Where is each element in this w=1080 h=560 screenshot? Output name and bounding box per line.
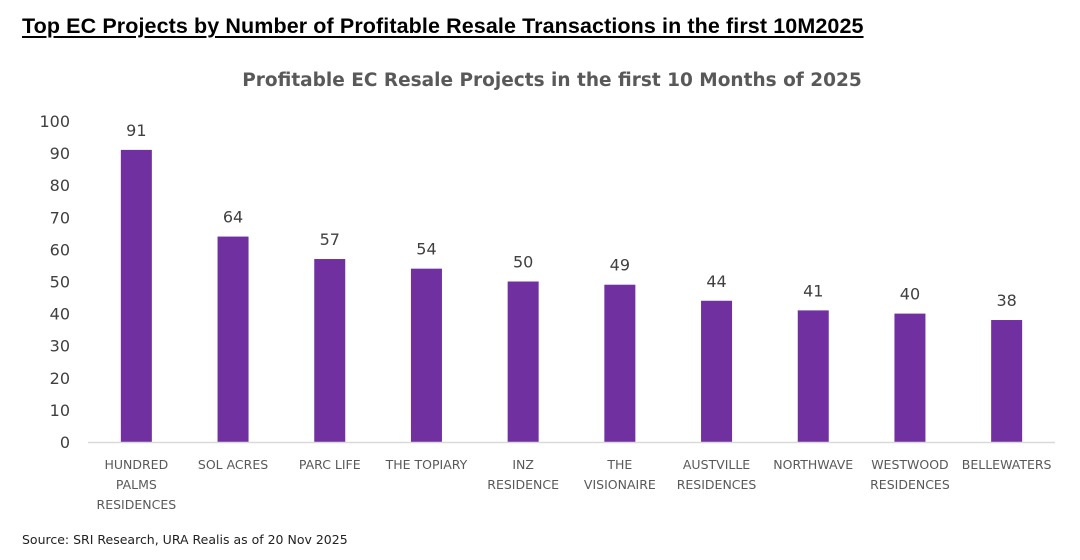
- y-tick-label: 70: [50, 208, 70, 227]
- x-tick-label-line: SOL ACRES: [198, 457, 268, 472]
- x-tick-label-line: RESIDENCES: [677, 477, 757, 492]
- x-tick-label-line: RESIDENCES: [97, 497, 177, 512]
- x-tick-label-line: VISIONAIRE: [584, 477, 656, 492]
- source-note: Source: SRI Research, URA Realis as of 2…: [22, 532, 348, 547]
- x-tick-label-line: NORTHWAVE: [773, 457, 853, 472]
- x-tick-label-line: INZ: [512, 457, 534, 472]
- data-label: 64: [223, 208, 243, 227]
- bar: [314, 259, 346, 442]
- x-tick-label-line: RESIDENCES: [870, 477, 950, 492]
- x-tick-label: WESTWOOD RESIDENCES: [870, 457, 950, 492]
- x-tick-label: BELLEWATERS: [962, 457, 1052, 472]
- data-label: 40: [900, 285, 920, 304]
- x-tick-label: THE TOPIARY: [385, 457, 468, 472]
- x-tick-label-line: WESTWOOD: [871, 457, 949, 472]
- y-tick-label: 50: [50, 273, 70, 292]
- x-tick-label: THE VISIONAIRE: [584, 457, 656, 492]
- y-tick-label: 100: [39, 112, 70, 131]
- bar: [217, 236, 249, 442]
- data-label: 41: [803, 281, 823, 300]
- data-label: 57: [320, 230, 340, 249]
- x-tick-label-line: AUSTVILLE: [683, 457, 750, 472]
- x-tick-label: NORTHWAVE: [773, 457, 853, 472]
- x-tick-label-line: RESIDENCE: [487, 477, 559, 492]
- bar: [991, 320, 1023, 442]
- data-label: 50: [513, 253, 533, 272]
- page-title: Top EC Projects by Number of Profitable …: [22, 14, 864, 38]
- x-tick-label: PARC LIFE: [299, 457, 361, 472]
- x-tick-label-line: HUNDRED: [104, 457, 168, 472]
- x-tick-label-line: PALMS: [116, 477, 157, 492]
- y-tick-label: 90: [50, 144, 70, 163]
- y-tick-label: 30: [50, 337, 70, 356]
- bar: [701, 300, 733, 442]
- x-axis: HUNDRED PALMS RESIDENCES SOL ACRES PARC LIFE…: [97, 457, 1052, 512]
- x-tick-label-line: BELLEWATERS: [962, 457, 1052, 472]
- x-tick-label-line: THE TOPIARY: [385, 457, 468, 472]
- bar: [120, 149, 152, 442]
- x-tick-label-line: THE: [606, 457, 632, 472]
- x-tick-label: HUNDRED PALMS RESIDENCES: [97, 457, 177, 512]
- x-tick-label: AUSTVILLE RESIDENCES: [677, 457, 757, 492]
- bar: [507, 281, 539, 442]
- bars-group: [120, 149, 1023, 442]
- y-tick-label: 0: [60, 433, 70, 452]
- bar: [894, 313, 926, 442]
- data-label: 49: [610, 256, 630, 275]
- bar: [410, 268, 442, 442]
- x-tick-label-line: PARC LIFE: [299, 457, 361, 472]
- data-labels-group: 91 64 57 54 50 49 44 41 40 38: [126, 121, 1017, 310]
- data-label: 91: [126, 121, 146, 140]
- x-tick-label: INZ RESIDENCE: [487, 457, 559, 492]
- y-tick-label: 60: [50, 240, 70, 259]
- data-label: 54: [416, 240, 436, 259]
- chart-title: Profitable EC Resale Projects in the fir…: [242, 70, 862, 91]
- bar: [604, 284, 636, 442]
- x-tick-label: SOL ACRES: [198, 457, 268, 472]
- bar: [797, 310, 829, 442]
- y-tick-label: 10: [50, 401, 70, 420]
- y-tick-label: 20: [50, 369, 70, 388]
- data-label: 44: [706, 272, 726, 291]
- y-tick-label: 80: [50, 176, 70, 195]
- y-axis: 0 10 20 30 40 50 60 70 80 90 100: [39, 112, 70, 452]
- data-label: 38: [996, 291, 1016, 310]
- y-tick-label: 40: [50, 305, 70, 324]
